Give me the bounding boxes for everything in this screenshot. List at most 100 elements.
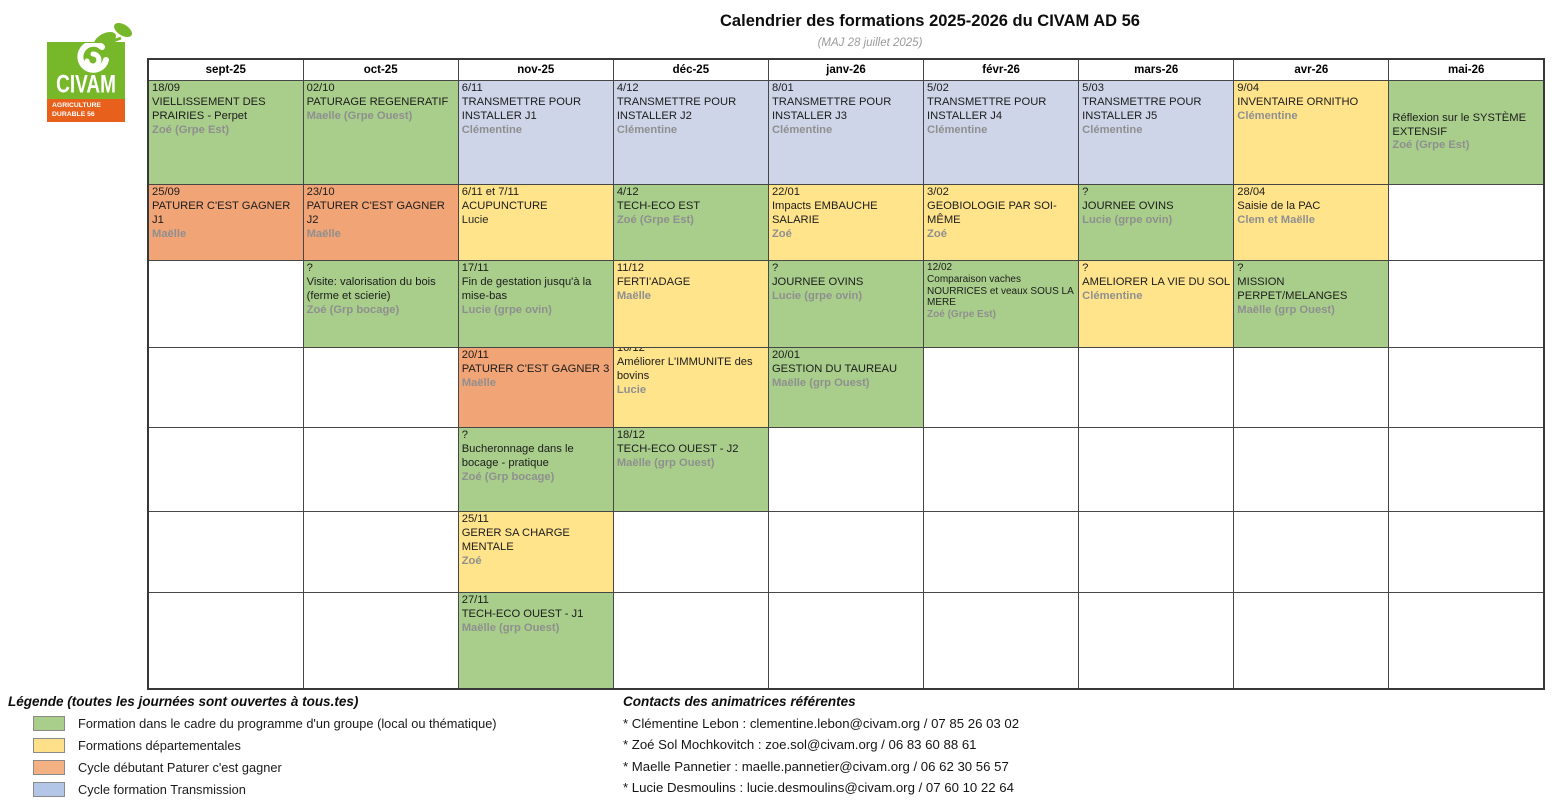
empty-cell	[923, 511, 1080, 593]
empty-cell	[147, 260, 304, 348]
event-title: FERTI'ADAGE	[616, 275, 691, 288]
event-cell: 9/04 INVENTAIRE ORNITHO Clémentine	[1233, 80, 1390, 185]
empty-cell	[1233, 592, 1390, 689]
event-cell: 5/02 TRANSMETTRE POUR INSTALLER J4 Clément…	[923, 80, 1080, 185]
empty-cell	[147, 592, 304, 689]
contacts-title: Contacts des animatrices référentes	[623, 694, 856, 709]
event-facilitator: Clémentine	[461, 123, 523, 136]
empty-cell	[302, 427, 459, 512]
event-cell: 17/11 Fin de gestation jusqu'à la mise-ba…	[457, 260, 614, 348]
empty-cell	[1388, 347, 1545, 428]
empty-cell	[923, 347, 1080, 428]
event-facilitator: Maëlle	[461, 376, 496, 389]
event-cell: 16/12 Améliorer L'IMMUNITE des bovins Luci…	[612, 347, 769, 428]
legend-swatch	[33, 760, 65, 775]
event-date: 27/11	[461, 594, 489, 606]
event-title: ACUPUNCTURE	[461, 199, 548, 212]
legend-items: Formation dans le cadre du programme d'u…	[8, 716, 497, 797]
event-content: 02/10 PATURAGE REGENERATIF Maelle (Grpe Ou…	[307, 82, 455, 124]
event-date: 02/10	[306, 82, 335, 94]
event-content: 6/11 TRANSMETTRE POUR INSTALLER J1 Clément…	[462, 82, 610, 138]
event-title: JOURNEE OVINS	[771, 275, 864, 288]
legend: Légende (toutes les journées sont ouvert…	[8, 694, 497, 797]
event-date: 28/04	[1237, 186, 1266, 198]
table-row: 18/09 VIELLISSEMENT DES PRAIRIES - Perpet…	[147, 80, 1545, 185]
table-row: 25/09 PATURER C'EST GAGNER J1 Maëlle 23/10 P…	[147, 184, 1545, 261]
empty-cell	[1388, 260, 1545, 348]
table-row: 25/11 GERER SA CHARGE MENTALE Zoé	[147, 511, 1545, 593]
empty-cell	[1233, 347, 1390, 428]
event-title: TRANSMETTRE POUR INSTALLER J3	[771, 95, 892, 122]
event-title: TECH-ECO EST	[616, 199, 701, 212]
event-content: ? Bucheronnage dans le bocage - pratique Z…	[462, 429, 610, 485]
table-row: 27/11 TECH-ECO OUEST - J1 Maëlle (grp Oues…	[147, 592, 1545, 689]
event-facilitator: Maëlle (grp Ouest)	[616, 456, 715, 469]
event-facilitator: Lucie	[461, 213, 489, 226]
event-date: 3/02	[927, 186, 949, 198]
contact-lines: * Clémentine Lebon : clementine.lebon@ci…	[623, 716, 1019, 796]
event-content: 3/02 GEOBIOLOGIE PAR SOI-MÊME Zoé	[927, 186, 1075, 242]
event-cell: 12/02 Comparaison vaches NOURRICES et vea…	[923, 260, 1080, 348]
event-content: 4/12 TRANSMETTRE POUR INSTALLER J2 Clément…	[617, 82, 765, 138]
event-cell: 02/10 PATURAGE REGENERATIF Maelle (Grpe Ou…	[302, 80, 459, 185]
event-cell: ? JOURNEE OVINS Lucie (grpe ovin)	[767, 260, 925, 348]
event-cell: ? Visite: valorisation du bois (ferme et …	[302, 260, 459, 348]
logo-tagline: AGRICULTURE DURABLE 56	[47, 99, 125, 122]
civam-logo: CIVAM AGRICULTURE DURABLE 56	[47, 18, 147, 124]
legend-swatch	[33, 716, 65, 731]
empty-cell	[612, 511, 769, 593]
empty-cell	[1233, 511, 1390, 593]
month-header: mars-26	[1078, 58, 1235, 81]
legend-item: Cycle formation Transmission	[8, 782, 497, 797]
event-date: 25/09	[152, 186, 180, 198]
event-title: AMELIORER LA VIE DU SOL	[1082, 275, 1231, 288]
event-cell: 20/11 PATURER C'EST GAGNER 3 Maëlle	[457, 347, 614, 428]
event-date: 6/11 et 7/11	[461, 186, 520, 198]
event-date: 20/11	[461, 349, 489, 361]
event-title: TRANSMETTRE POUR INSTALLER J1	[461, 95, 582, 122]
event-title: INVENTAIRE ORNITHO	[1237, 95, 1359, 108]
month-header: avr-26	[1233, 58, 1390, 81]
event-cell: 4/12 TRANSMETTRE POUR INSTALLER J2 Clément…	[612, 80, 769, 185]
event-title: Impacts EMBAUCHE SALARIE	[771, 199, 878, 226]
event-date: 18/09	[152, 82, 180, 94]
calendar-body: 18/09 VIELLISSEMENT DES PRAIRIES - Perpet…	[147, 80, 1545, 689]
event-date: ?	[306, 262, 313, 274]
page-title: Calendrier des formations 2025-2026 du C…	[720, 12, 1140, 30]
empty-cell	[1388, 184, 1545, 261]
event-title: GERER SA CHARGE MENTALE	[461, 526, 570, 553]
event-facilitator: Zoé (Grpe Est)	[927, 309, 996, 321]
event-content: 22/01 Impacts EMBAUCHE SALARIE Zoé	[772, 186, 920, 242]
event-title: TECH-ECO OUEST - J1	[461, 607, 584, 620]
logo-tagline-line1: AGRICULTURE	[52, 102, 101, 109]
event-cell: 6/11 et 7/11 ACUPUNCTURE Lucie	[457, 184, 614, 261]
legend-label: Formations départementales	[78, 738, 241, 753]
event-content: 4/12 TECH-ECO EST Zoé (Grpe Est)	[617, 186, 765, 228]
event-date: 23/10	[306, 186, 335, 198]
event-facilitator: Clémentine	[927, 123, 988, 136]
empty-cell	[612, 592, 769, 689]
table-row: ? Bucheronnage dans le bocage - pratique Z…	[147, 427, 1545, 512]
logo-box: CIVAM AGRICULTURE DURABLE 56	[47, 42, 125, 122]
event-cell: 23/10 PATURER C'EST GAGNER J2 Maëlle	[302, 184, 459, 261]
event-content: 6/11 et 7/11 ACUPUNCTURE Lucie	[462, 186, 610, 228]
empty-cell	[767, 511, 925, 593]
event-content: 18/09 VIELLISSEMENT DES PRAIRIES - Perpet…	[152, 82, 300, 138]
contact-line: * Zoé Sol Mochkovitch : zoe.sol@civam.or…	[623, 737, 977, 752]
event-cell: ? Bucheronnage dans le bocage - pratique Z…	[457, 427, 614, 512]
event-content: 20/11 PATURER C'EST GAGNER 3 Maëlle	[462, 349, 610, 391]
event-cell: ? JOURNEE OVINS Lucie (grpe ovin)	[1078, 184, 1235, 261]
event-title: TRANSMETTRE POUR INSTALLER J4	[927, 95, 1047, 122]
event-content: ? MISSION PERPET/MELANGES Maëlle (grp Oues…	[1237, 262, 1385, 318]
empty-cell	[147, 347, 304, 428]
event-title: Comparaison vaches NOURRICES et veaux SO…	[927, 273, 1074, 309]
event-cell: 18/12 TECH-ECO OUEST - J2 Maëlle (grp Oues…	[612, 427, 769, 512]
event-facilitator: Maelle (Grpe Ouest)	[306, 109, 413, 122]
event-cell: 22/01 Impacts EMBAUCHE SALARIE Zoé	[767, 184, 925, 261]
page-subtitle: (MAJ 28 juillet 2025)	[817, 37, 923, 49]
event-facilitator: Clémentine	[771, 123, 833, 136]
event-date: 18/12	[616, 429, 645, 441]
calendar-table: sept-25 oct-25 nov-25 déc-25 janv-26 févr-26 m…	[147, 58, 1545, 690]
event-title: Bucheronnage dans le bocage - pratique	[461, 442, 574, 469]
